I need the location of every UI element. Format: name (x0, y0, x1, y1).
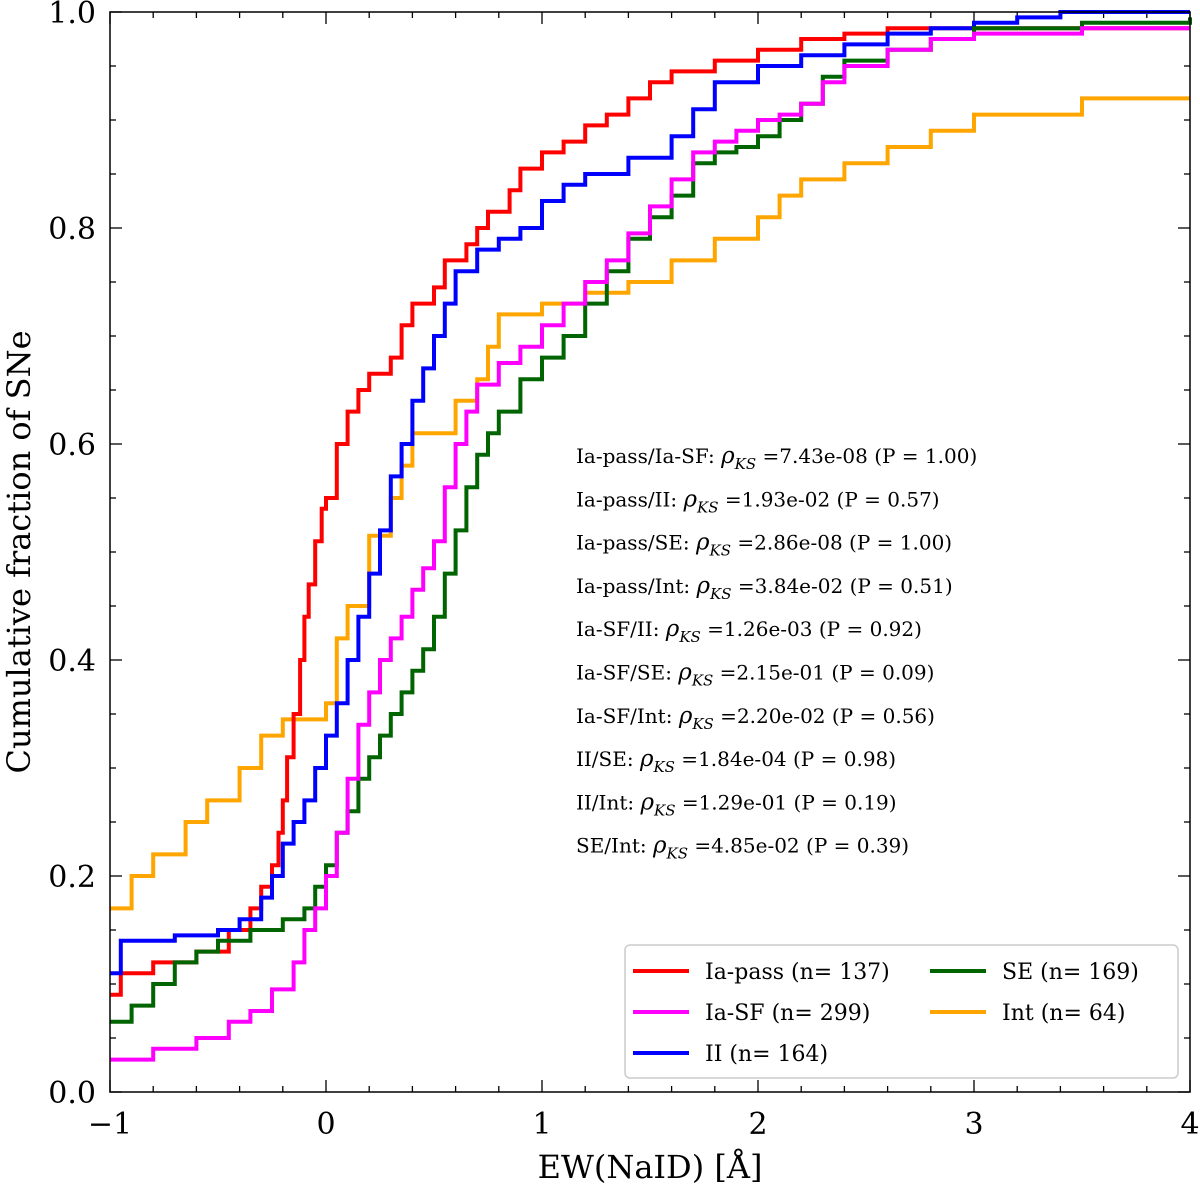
ks-probability: (P = 1.00) (874, 444, 977, 468)
ks-subscript: KS (665, 845, 687, 863)
ks-annotation: Ia-pass/SE: ρKS =2.86e-08 (P = 1.00) (576, 530, 952, 560)
axis-ticks (109, 11, 1191, 1093)
series-lines (110, 10, 1192, 1062)
ks-value: =1.84e-04 (675, 747, 793, 771)
ks-value: =1.26e-03 (701, 617, 819, 641)
ks-symbol: ρ (695, 530, 710, 556)
ks-annotation: Ia-pass/Ia-SF: ρKS =7.43e-08 (P = 1.00) (576, 443, 977, 473)
ks-symbol: ρ (677, 660, 692, 686)
ks-annotation: SE/Int: ρKS =4.85e-02 (P = 0.39) (576, 833, 909, 863)
x-tick-label: 2 (748, 1107, 767, 1142)
ks-probability: (P = 0.92) (819, 617, 922, 641)
ks-pair: II/SE: (576, 747, 640, 771)
ks-value: =2.86e-08 (731, 531, 849, 555)
legend-label: Ia-SF (n= 299) (705, 1001, 870, 1026)
ks-probability: (P = 0.19) (794, 790, 897, 814)
ks-symbol: ρ (696, 573, 711, 599)
legend-box (624, 944, 1179, 1079)
y-tick-label: 1.0 (48, 0, 96, 31)
ks-pair: Ia-SF/SE: (576, 661, 678, 685)
ks-subscript: KS (652, 758, 674, 776)
ks-probability: (P = 0.98) (793, 747, 896, 771)
x-tick-label: 4 (1180, 1107, 1199, 1142)
x-tick-label: 0 (316, 1107, 335, 1142)
legend-label: Ia-pass (n= 137) (705, 960, 890, 985)
ks-value: =7.43e-08 (756, 444, 874, 468)
ks-value: =1.29e-01 (675, 790, 793, 814)
ks-symbol: ρ (665, 616, 680, 642)
ks-pair: Ia-pass/II: (576, 487, 683, 511)
ks-symbol: ρ (682, 486, 697, 512)
ks-subscript: KS (696, 498, 718, 516)
ks-value: =2.20e-02 (714, 704, 832, 728)
ks-annotation: Ia-SF/SE: ρKS =2.15e-01 (P = 0.09) (576, 660, 934, 690)
ks-annotation: Ia-SF/II: ρKS =1.26e-03 (P = 0.92) (576, 616, 922, 646)
y-tick-label: 0.6 (48, 428, 96, 463)
ks-subscript: KS (709, 542, 731, 560)
legend-label: II (n= 164) (705, 1042, 828, 1067)
ks-subscript: KS (691, 715, 713, 733)
ks-value: =3.84e-02 (732, 574, 850, 598)
ks-symbol: ρ (639, 746, 654, 772)
legend-label: SE (n= 169) (1002, 960, 1139, 985)
ks-subscript: KS (734, 455, 756, 473)
series-line-ia-pass (110, 26, 1190, 997)
series-line-se (110, 17, 1192, 1024)
x-tick-label: 3 (964, 1107, 983, 1142)
legend: Ia-pass (n= 137) Ia-SF (n= 299) II (n= 164… (624, 944, 1179, 1079)
ks-subscript: KS (709, 585, 731, 603)
ks-subscript: KS (653, 801, 675, 819)
series-line-ii (110, 10, 1190, 976)
ks-probability: (P = 1.00) (849, 531, 952, 555)
ks-subscript: KS (691, 672, 713, 690)
ks-pair: Ia-SF/II: (576, 617, 666, 641)
x-axis-label: EW(NaID) [Å] (538, 1148, 763, 1186)
ks-subscript: KS (678, 628, 700, 646)
ks-annotation: Ia-pass/Int: ρKS =3.84e-02 (P = 0.51) (576, 573, 953, 603)
tick-labels: −1 0 1 2 3 4 0.0 0.2 0.4 0.6 0.8 1.0 (48, 0, 1199, 1142)
ks-probability: (P = 0.51) (850, 574, 953, 598)
ks-annotations: Ia-pass/Ia-SF: ρKS =7.43e-08 (P = 1.00)I… (576, 443, 977, 863)
x-tick-label: −1 (88, 1107, 132, 1142)
ks-symbol: ρ (678, 703, 693, 729)
ks-probability: (P = 0.56) (832, 704, 935, 728)
ks-annotation: Ia-pass/II: ρKS =1.93e-02 (P = 0.57) (576, 486, 940, 516)
ks-probability: (P = 0.09) (831, 661, 934, 685)
series-line-ia-sf (110, 26, 1190, 1062)
x-tick-label: 1 (532, 1107, 551, 1142)
ks-annotation: II/Int: ρKS =1.29e-01 (P = 0.19) (576, 789, 897, 819)
plot-frame (109, 11, 1191, 1093)
ks-pair: Ia-SF/Int: (576, 704, 679, 728)
ks-value: =1.93e-02 (719, 487, 837, 511)
ks-pair: Ia-pass/SE: (576, 531, 696, 555)
ks-probability: (P = 0.39) (806, 834, 909, 858)
y-tick-label: 0.8 (48, 212, 96, 247)
y-tick-label: 0.0 (48, 1076, 96, 1111)
ks-probability: (P = 0.57) (837, 487, 940, 511)
ks-annotation: Ia-SF/Int: ρKS =2.20e-02 (P = 0.56) (576, 703, 935, 733)
ks-value: =4.85e-02 (688, 834, 806, 858)
y-axis-label: Cumulative fraction of SNe (0, 330, 38, 773)
y-tick-label: 0.2 (48, 860, 96, 895)
ks-pair: Ia-pass/Ia-SF: (576, 444, 721, 468)
ks-pair: Ia-pass/Int: (576, 574, 697, 598)
ks-symbol: ρ (652, 833, 667, 859)
ks-symbol: ρ (639, 789, 654, 815)
ks-symbol: ρ (720, 443, 735, 469)
legend-label: Int (n= 64) (1002, 1001, 1125, 1026)
ks-value: =2.15e-01 (713, 661, 831, 685)
ks-pair: II/Int: (576, 790, 640, 814)
ks-pair: SE/Int: (576, 834, 653, 858)
ks-annotation: II/SE: ρKS =1.84e-04 (P = 0.98) (576, 746, 896, 776)
y-tick-label: 0.4 (48, 644, 96, 679)
